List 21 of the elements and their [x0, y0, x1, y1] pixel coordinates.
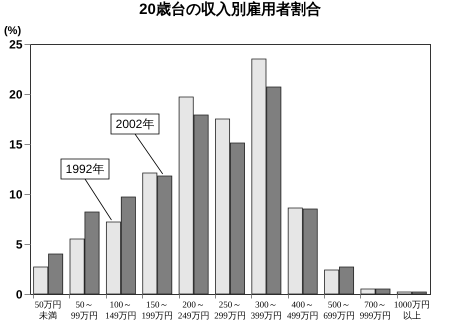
x-tick-label: 250～299万円: [214, 300, 246, 320]
x-tick-label: 150～199万円: [142, 300, 174, 320]
x-tick-label: 700～999万円: [360, 300, 392, 320]
text: 2002年: [116, 117, 154, 131]
y-tick-label: 20: [9, 88, 23, 102]
y-tick-label: 15: [9, 138, 23, 152]
x-tick-label: 1000万円以上: [394, 300, 430, 320]
y-tick-label: 10: [9, 188, 23, 202]
y-axis-title: (%): [4, 25, 22, 37]
x-tick-label: 200～249万円: [178, 300, 210, 320]
text: 1992年: [66, 162, 104, 176]
y-tick-label: 0: [16, 288, 23, 302]
x-tick-label: 100～149万円: [105, 300, 137, 320]
chart-title: 20歳台の収入別雇用者割合: [139, 0, 321, 18]
x-tick-label: 50万円未満: [34, 300, 62, 320]
x-tick-label: 500～699万円: [323, 300, 355, 320]
x-tick-label: 300～399万円: [250, 300, 282, 320]
y-tick-label: 25: [9, 38, 23, 52]
y-tick-label: 5: [16, 238, 23, 252]
x-tick-label: 400～499万円: [286, 300, 318, 320]
x-tick-label: 50～99万円: [71, 300, 98, 320]
